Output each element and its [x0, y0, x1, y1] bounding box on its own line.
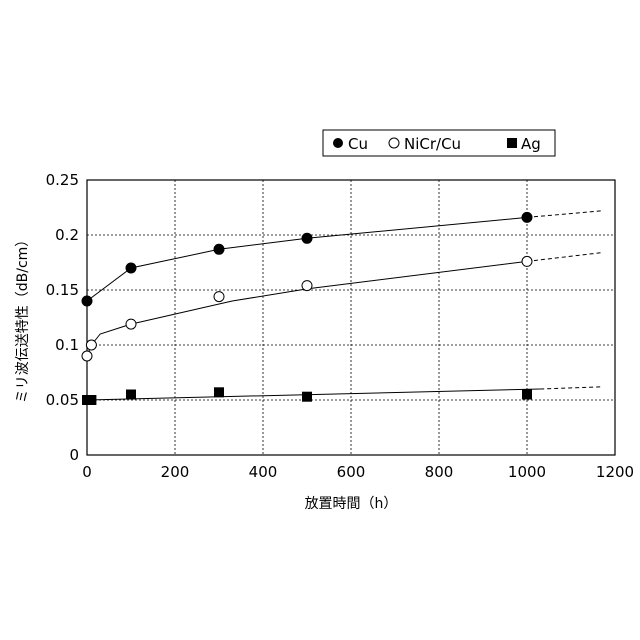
legend-label-nicr-cu: NiCr/Cu — [404, 135, 461, 153]
fit-lines — [87, 211, 602, 400]
y-tick-label: 0.2 — [55, 226, 79, 244]
x-tick-label: 1000 — [508, 463, 546, 481]
x-tick-labels: 0 200 400 600 800 1000 1200 — [82, 463, 634, 481]
y-tick-label: 0.1 — [55, 336, 79, 354]
legend: Cu NiCr/Cu Ag — [323, 130, 555, 156]
extrapolation-line-nicr-cu — [527, 253, 602, 262]
y-tick-label: 0.15 — [46, 281, 79, 299]
point-cu — [302, 233, 312, 243]
point-cu — [126, 263, 136, 273]
point-nicr-cu — [522, 256, 532, 266]
point-ag — [302, 392, 312, 402]
point-nicr-cu — [126, 319, 136, 329]
fit-line-nicr-cu — [88, 261, 527, 353]
data-points — [82, 212, 532, 405]
y-tick-label: 0 — [69, 446, 79, 464]
x-tick-label: 1200 — [596, 463, 634, 481]
point-ag — [86, 395, 96, 405]
legend-label-cu: Cu — [348, 135, 368, 153]
x-tick-label: 400 — [249, 463, 278, 481]
y-tick-label: 0.25 — [46, 171, 79, 189]
y-axis-label: ミリ波伝送特性（dB/cm） — [15, 233, 31, 404]
point-cu — [82, 296, 92, 306]
extrapolation-line-ag — [540, 387, 602, 389]
x-tick-label: 0 — [82, 463, 92, 481]
point-ag — [126, 390, 136, 400]
x-tick-label: 800 — [425, 463, 454, 481]
point-nicr-cu — [302, 281, 312, 291]
y-tick-label: 0.05 — [46, 391, 79, 409]
fit-line-ag — [87, 389, 540, 400]
point-nicr-cu — [86, 340, 96, 350]
x-axis-label: 放置時間（h） — [305, 496, 398, 512]
point-ag — [522, 390, 532, 400]
legend-marker-ag — [507, 138, 517, 148]
point-nicr-cu — [214, 292, 224, 302]
legend-marker-nicr-cu — [389, 138, 399, 148]
y-tick-labels: 0 0.05 0.1 0.15 0.2 0.25 — [46, 171, 79, 464]
point-nicr-cu — [82, 351, 92, 361]
point-cu — [214, 244, 224, 254]
x-tick-label: 600 — [337, 463, 366, 481]
grid — [87, 180, 615, 455]
point-ag — [214, 387, 224, 397]
point-cu — [522, 212, 532, 222]
legend-label-ag: Ag — [521, 135, 541, 153]
extrapolation-line-cu — [527, 211, 602, 218]
x-tick-label: 200 — [161, 463, 190, 481]
legend-marker-cu — [333, 138, 343, 148]
